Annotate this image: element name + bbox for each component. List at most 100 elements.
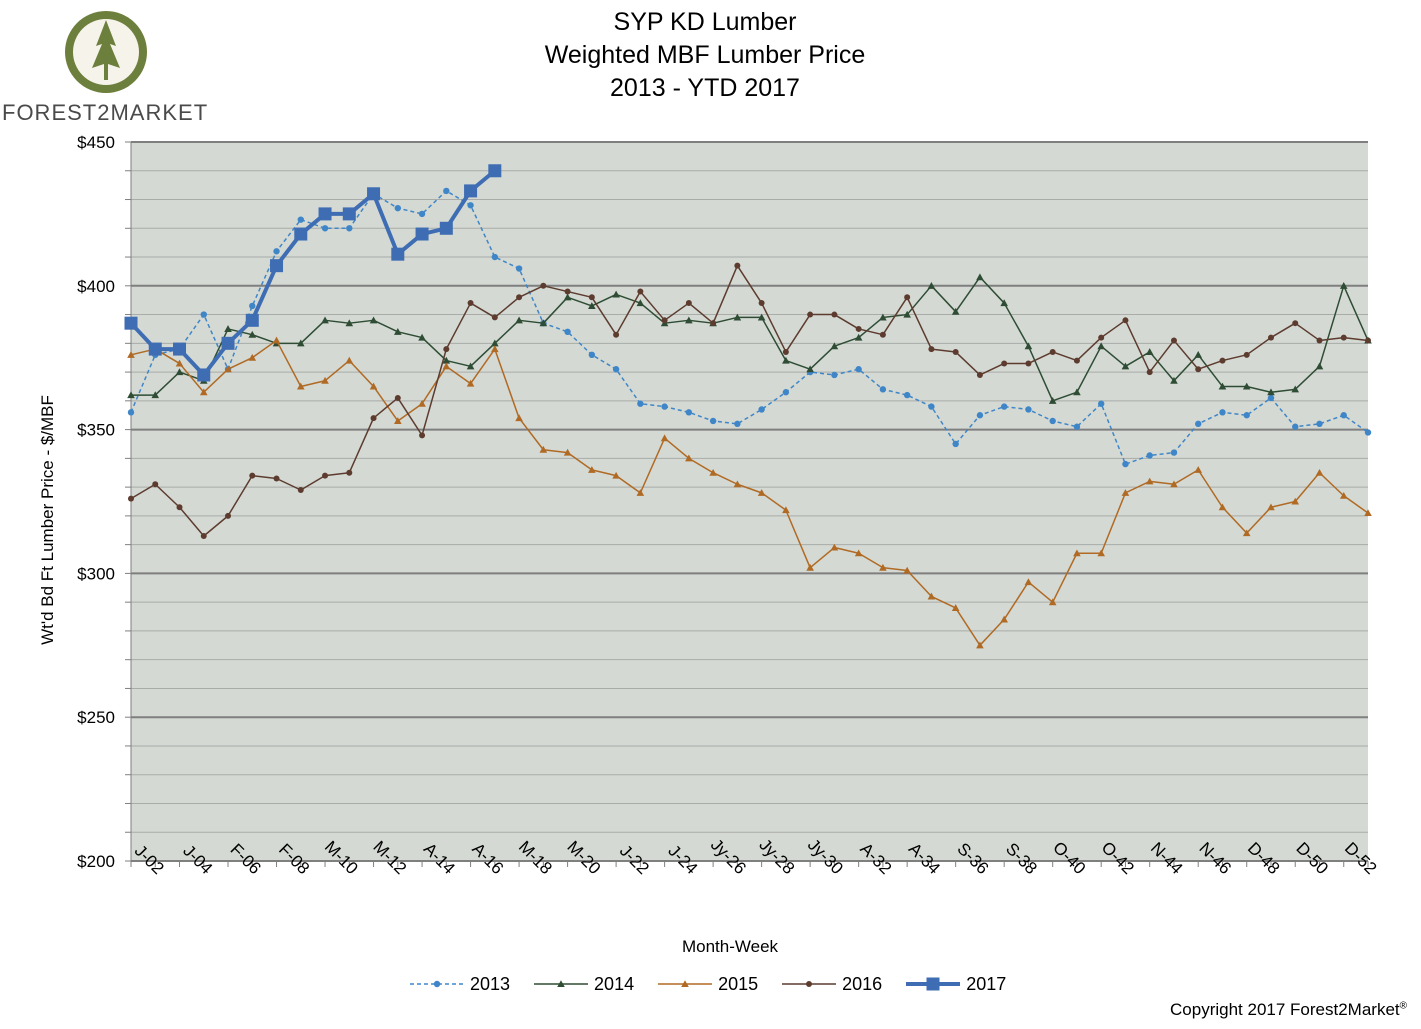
data-point-2016 [588, 294, 595, 301]
legend-swatch-2015 [658, 980, 713, 988]
data-point-2013 [491, 253, 499, 261]
data-point-2017 [367, 187, 381, 201]
data-point-2013 [831, 371, 838, 379]
legend-swatch-2017 [906, 977, 961, 991]
data-point-2016 [758, 300, 765, 307]
data-point-2014 [296, 339, 305, 347]
data-point-2015 [394, 417, 402, 425]
data-point-2013 [588, 351, 596, 359]
data-point-2015 [539, 445, 548, 453]
data-point-2013 [443, 187, 450, 195]
data-point-2015 [442, 362, 451, 370]
data-point-2013 [1267, 394, 1275, 402]
data-point-2014 [588, 302, 596, 309]
data-point-2016 [297, 486, 304, 493]
data-point-2016 [1001, 360, 1008, 367]
data-point-2014 [951, 307, 960, 315]
data-point-2013 [1340, 412, 1347, 419]
data-point-2015 [515, 414, 523, 422]
data-point-2015 [685, 454, 693, 462]
data-point-2014 [806, 365, 814, 373]
title-line-1: SYP KD Lumber [613, 8, 797, 36]
title-line-3: 2013 - YTD 2017 [610, 74, 800, 102]
copyright-text: Copyright 2017 Forest2Market [1170, 1000, 1400, 1019]
data-point-2014 [369, 316, 378, 324]
series-line-2013 [130, 190, 1369, 465]
legend-label-2015: 2015 [718, 973, 759, 994]
data-point-2013 [612, 366, 620, 373]
data-point-2016 [734, 262, 741, 269]
data-point-2014 [1218, 382, 1227, 390]
data-point-2014 [1291, 385, 1300, 393]
data-point-2013 [1122, 460, 1129, 468]
data-point-2014 [466, 362, 475, 370]
data-point-2013 [685, 409, 693, 416]
data-point-2015 [224, 365, 232, 373]
data-point-2015 [466, 379, 475, 387]
data-point-2014 [127, 391, 135, 399]
data-point-2016 [1146, 369, 1153, 376]
data-point-2015 [588, 466, 596, 473]
data-point-2015 [563, 448, 572, 456]
data-point-2015 [1145, 477, 1154, 485]
y-axis-label: Wt'd Bd Ft Lumber Price - $/MBF [38, 395, 57, 645]
data-point-2016 [879, 331, 886, 338]
data-point-2015 [127, 351, 135, 358]
legend-swatch-2014 [534, 980, 589, 988]
data-point-2013 [1364, 429, 1372, 436]
data-point-2014 [1024, 342, 1033, 350]
data-point-2015 [1073, 549, 1081, 557]
data-point-2016 [176, 504, 183, 511]
data-point-2015 [199, 388, 208, 396]
data-point-2015 [951, 604, 960, 611]
data-point-2015 [1097, 549, 1105, 557]
data-point-2016 [637, 288, 644, 295]
data-point-2013 [1292, 423, 1299, 430]
data-point-2013 [1073, 423, 1081, 430]
data-point-2016 [1365, 337, 1371, 344]
data-point-2016 [976, 371, 983, 378]
data-point-2013 [1170, 449, 1178, 456]
data-point-2017 [221, 336, 235, 350]
data-point-2013 [346, 225, 353, 232]
data-point-2013 [273, 248, 280, 255]
data-point-2013 [394, 204, 402, 212]
data-point-2016 [225, 512, 232, 519]
data-point-2013 [249, 302, 256, 310]
data-point-2013 [515, 265, 523, 272]
legend-label-2016: 2016 [842, 973, 883, 994]
data-point-2016 [564, 288, 571, 295]
data-point-2015 [296, 382, 305, 390]
data-point-2016 [1267, 334, 1274, 341]
data-point-2016 [1122, 317, 1129, 324]
data-point-2013 [1097, 400, 1105, 407]
data-point-2016 [152, 481, 159, 488]
y-tick-label: $300 [77, 564, 115, 583]
data-point-2013 [903, 391, 911, 399]
data-point-2016 [200, 533, 207, 540]
data-point-2016 [928, 346, 935, 353]
data-point-2016 [370, 415, 377, 422]
data-point-2015 [345, 356, 354, 364]
data-point-2014 [224, 325, 232, 332]
legend-label-2013: 2013 [470, 973, 511, 994]
data-point-2013 [637, 400, 644, 407]
data-point-2013 [127, 409, 135, 416]
tree-icon [92, 20, 120, 80]
data-point-2016 [1049, 348, 1056, 355]
data-point-2016 [1340, 334, 1347, 341]
data-point-2015 [1000, 615, 1008, 623]
data-point-2014 [539, 319, 548, 327]
data-point-2014 [345, 319, 354, 327]
data-point-2016 [249, 472, 256, 479]
data-point-2013 [1049, 417, 1056, 425]
data-point-2016 [516, 294, 523, 301]
data-point-2013 [709, 417, 717, 425]
data-point-2013 [1195, 420, 1202, 428]
data-point-2013 [200, 311, 207, 318]
legend: 2013 2014 2015 2016 2017 [408, 972, 1028, 996]
data-point-2016 [322, 472, 329, 479]
logo-text: FOREST2MARKET [2, 100, 209, 125]
data-point-2014 [612, 290, 620, 298]
y-tick-label: $450 [77, 133, 115, 152]
